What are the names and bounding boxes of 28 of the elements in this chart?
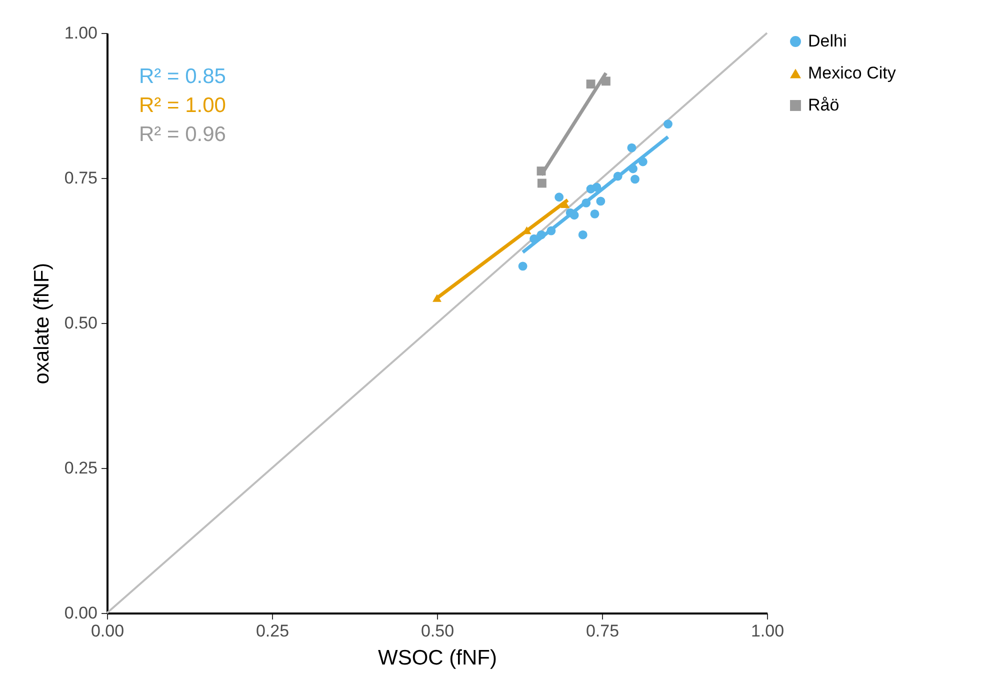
point	[518, 262, 528, 271]
point	[630, 174, 640, 184]
x-tick-label: 0.50	[420, 622, 454, 640]
y-tick-label: 1.00	[64, 24, 98, 42]
legend-label: Råö	[808, 96, 840, 114]
point	[596, 196, 606, 206]
y-tick-label: 0.00	[64, 604, 98, 622]
y-tick-label: 0.75	[64, 168, 98, 188]
point	[586, 80, 596, 89]
x-tick-label: 0.75	[586, 622, 620, 640]
legend-label: Delhi	[808, 32, 847, 50]
point	[537, 178, 546, 188]
point	[664, 120, 672, 129]
x-tick-label: 0.00	[90, 622, 124, 640]
y-tick-label: 0.25	[64, 458, 98, 478]
y-axis-title: oxalate (fNF)	[30, 262, 54, 384]
annotation: R² = 0.85	[139, 65, 226, 88]
point	[554, 192, 564, 202]
y-tick-label: 0.50	[64, 314, 98, 332]
annotation: R² = 0.96	[139, 123, 226, 146]
x-tick-label: 0.25	[256, 622, 290, 640]
point	[578, 230, 588, 240]
annotation: R² = 1.00	[139, 94, 226, 117]
point	[627, 143, 636, 152]
point	[590, 209, 600, 218]
legend-label: Mexico City	[808, 64, 896, 82]
x-tick-label: 1.00	[750, 622, 784, 640]
x-axis-title: WSOC (fNF)	[378, 646, 497, 670]
